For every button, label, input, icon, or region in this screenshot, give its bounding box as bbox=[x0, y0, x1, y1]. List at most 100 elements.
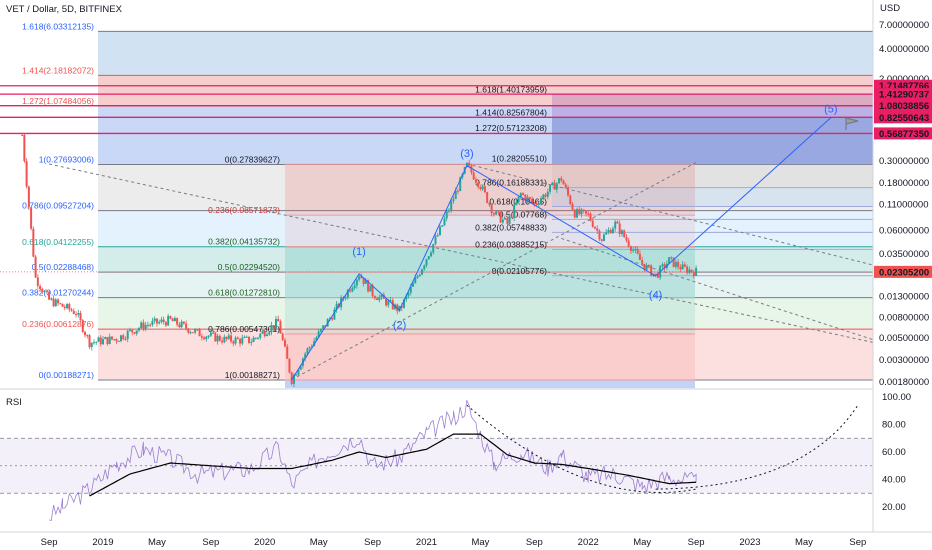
candle-body bbox=[472, 172, 475, 180]
candle-body bbox=[360, 276, 363, 279]
candle-body bbox=[465, 162, 468, 168]
candle-body bbox=[364, 280, 367, 284]
fib-label: 0.5(0.02288468) bbox=[32, 262, 95, 272]
fib-zone-right bbox=[552, 133, 873, 164]
candle-body bbox=[248, 336, 251, 343]
candle-body bbox=[171, 318, 174, 322]
candle-body bbox=[423, 265, 426, 270]
candle-body bbox=[283, 340, 286, 347]
price-tick-label: 0.00300000 bbox=[879, 355, 929, 366]
candle-body bbox=[474, 179, 477, 183]
candle-body bbox=[515, 202, 518, 205]
wave-label: (2) bbox=[393, 320, 406, 332]
candle-body bbox=[194, 329, 197, 333]
candle-body bbox=[555, 183, 558, 190]
candle-body bbox=[517, 196, 520, 203]
candle-body bbox=[122, 335, 125, 340]
candle-body bbox=[389, 300, 392, 302]
fib-label: 0.382(0.01270244) bbox=[22, 288, 94, 298]
candle-body bbox=[297, 369, 300, 375]
candle-body bbox=[425, 259, 428, 266]
candle-body bbox=[227, 335, 230, 339]
candle-body bbox=[274, 318, 277, 329]
candle-body bbox=[185, 323, 188, 329]
time-tick-label: Sep bbox=[526, 537, 543, 548]
candle-body bbox=[546, 191, 549, 197]
candle-body bbox=[351, 288, 354, 292]
candle-body bbox=[25, 161, 28, 187]
candle-body bbox=[160, 319, 163, 322]
candle-body bbox=[135, 330, 138, 334]
price-tick-label: 7.00000000 bbox=[879, 20, 929, 31]
price-level-badge bbox=[874, 99, 932, 112]
candle-body bbox=[447, 210, 450, 212]
candle-body bbox=[468, 162, 471, 166]
candle-body bbox=[322, 325, 325, 329]
candle-body bbox=[593, 226, 596, 229]
candle-body bbox=[385, 298, 388, 306]
candle-body bbox=[225, 336, 228, 339]
candle-body bbox=[216, 335, 219, 342]
trendline-dashed bbox=[291, 162, 697, 381]
candle-body bbox=[191, 332, 194, 334]
candle-body bbox=[427, 256, 430, 260]
time-tick-label: Sep bbox=[202, 537, 219, 548]
fib-zone bbox=[98, 75, 873, 106]
candle-body bbox=[510, 216, 513, 218]
candle-body bbox=[304, 353, 307, 359]
candle-body bbox=[553, 182, 556, 190]
candle-body bbox=[479, 186, 482, 190]
candle-body bbox=[526, 197, 529, 201]
time-tick-label: May bbox=[148, 537, 166, 548]
price-level-value: 1.71487766 bbox=[879, 81, 929, 92]
wave-label: (1) bbox=[352, 246, 365, 258]
candle-body bbox=[367, 280, 370, 292]
candle-body bbox=[369, 285, 372, 292]
price-level-badge bbox=[874, 88, 932, 101]
price-tick-label: 0.06000000 bbox=[879, 226, 929, 237]
candle-body bbox=[32, 228, 35, 257]
candle-body bbox=[245, 336, 248, 338]
candle-body bbox=[620, 230, 623, 235]
candle-body bbox=[57, 299, 60, 304]
candle-body bbox=[268, 332, 271, 335]
candle-body bbox=[492, 213, 495, 215]
wave-label: (3) bbox=[460, 148, 473, 160]
candle-body bbox=[149, 324, 152, 326]
fib-label: 1.414(2.18182072) bbox=[22, 65, 94, 75]
candle-body bbox=[551, 182, 554, 186]
candle-body bbox=[403, 299, 406, 308]
rsi-tick-label: 60.00 bbox=[882, 447, 906, 458]
candle-body bbox=[261, 331, 264, 334]
price-axis-unit: USD bbox=[880, 3, 900, 14]
candle-body bbox=[636, 249, 639, 254]
candle-body bbox=[490, 204, 493, 214]
candle-body bbox=[108, 336, 111, 344]
candle-body bbox=[236, 337, 239, 340]
candle-body bbox=[140, 322, 143, 329]
candle-body bbox=[598, 230, 601, 240]
time-tick-label: May bbox=[310, 537, 328, 548]
candle-body bbox=[178, 324, 181, 328]
fib-mid-label: 0.5(0.02294520) bbox=[218, 262, 281, 272]
candle-body bbox=[477, 182, 480, 187]
candle-body bbox=[632, 250, 635, 252]
candle-body bbox=[310, 346, 313, 348]
candle-body bbox=[625, 237, 628, 241]
time-tick-label: Sep bbox=[849, 537, 866, 548]
candle-body bbox=[504, 218, 507, 220]
candle-body bbox=[30, 207, 33, 229]
candle-body bbox=[59, 303, 62, 305]
fib-zone-right bbox=[552, 163, 873, 188]
last-price-value: 0.02305200 bbox=[879, 267, 929, 278]
candle-body bbox=[421, 269, 424, 275]
candle-body bbox=[542, 194, 545, 199]
candle-body bbox=[627, 240, 630, 247]
candle-body bbox=[378, 296, 381, 301]
fib-mid-label: 1(0.00188271) bbox=[225, 370, 280, 380]
candle-body bbox=[214, 332, 217, 342]
time-tick-label: 2023 bbox=[739, 537, 760, 548]
candle-body bbox=[549, 185, 552, 192]
fib-right-label: 1.618(1.40173959) bbox=[475, 84, 547, 94]
